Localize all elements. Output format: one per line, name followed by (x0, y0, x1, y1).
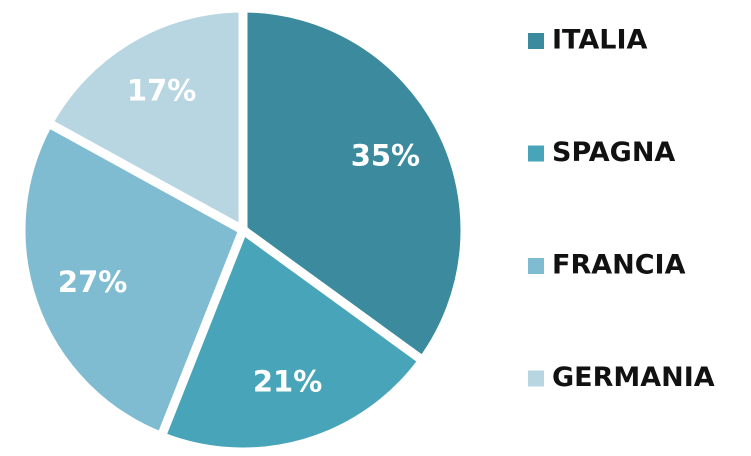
legend-swatch (528, 258, 544, 274)
legend-label: FRANCIA (552, 250, 686, 281)
pie-slice (155, 222, 429, 456)
legend-label: ITALIA (552, 25, 648, 56)
pie-slice (238, 3, 470, 367)
legend-swatch (528, 33, 544, 49)
data-label: 27% (58, 265, 127, 299)
data-label: 35% (351, 138, 420, 172)
data-label: 21% (253, 364, 322, 398)
legend-swatch (528, 370, 544, 387)
legend-label: GERMANIA (552, 362, 715, 393)
legend-label: SPAGNA (552, 137, 675, 168)
data-label: 17% (127, 73, 196, 107)
legend-swatch (528, 145, 544, 162)
pie-slice (42, 3, 248, 238)
